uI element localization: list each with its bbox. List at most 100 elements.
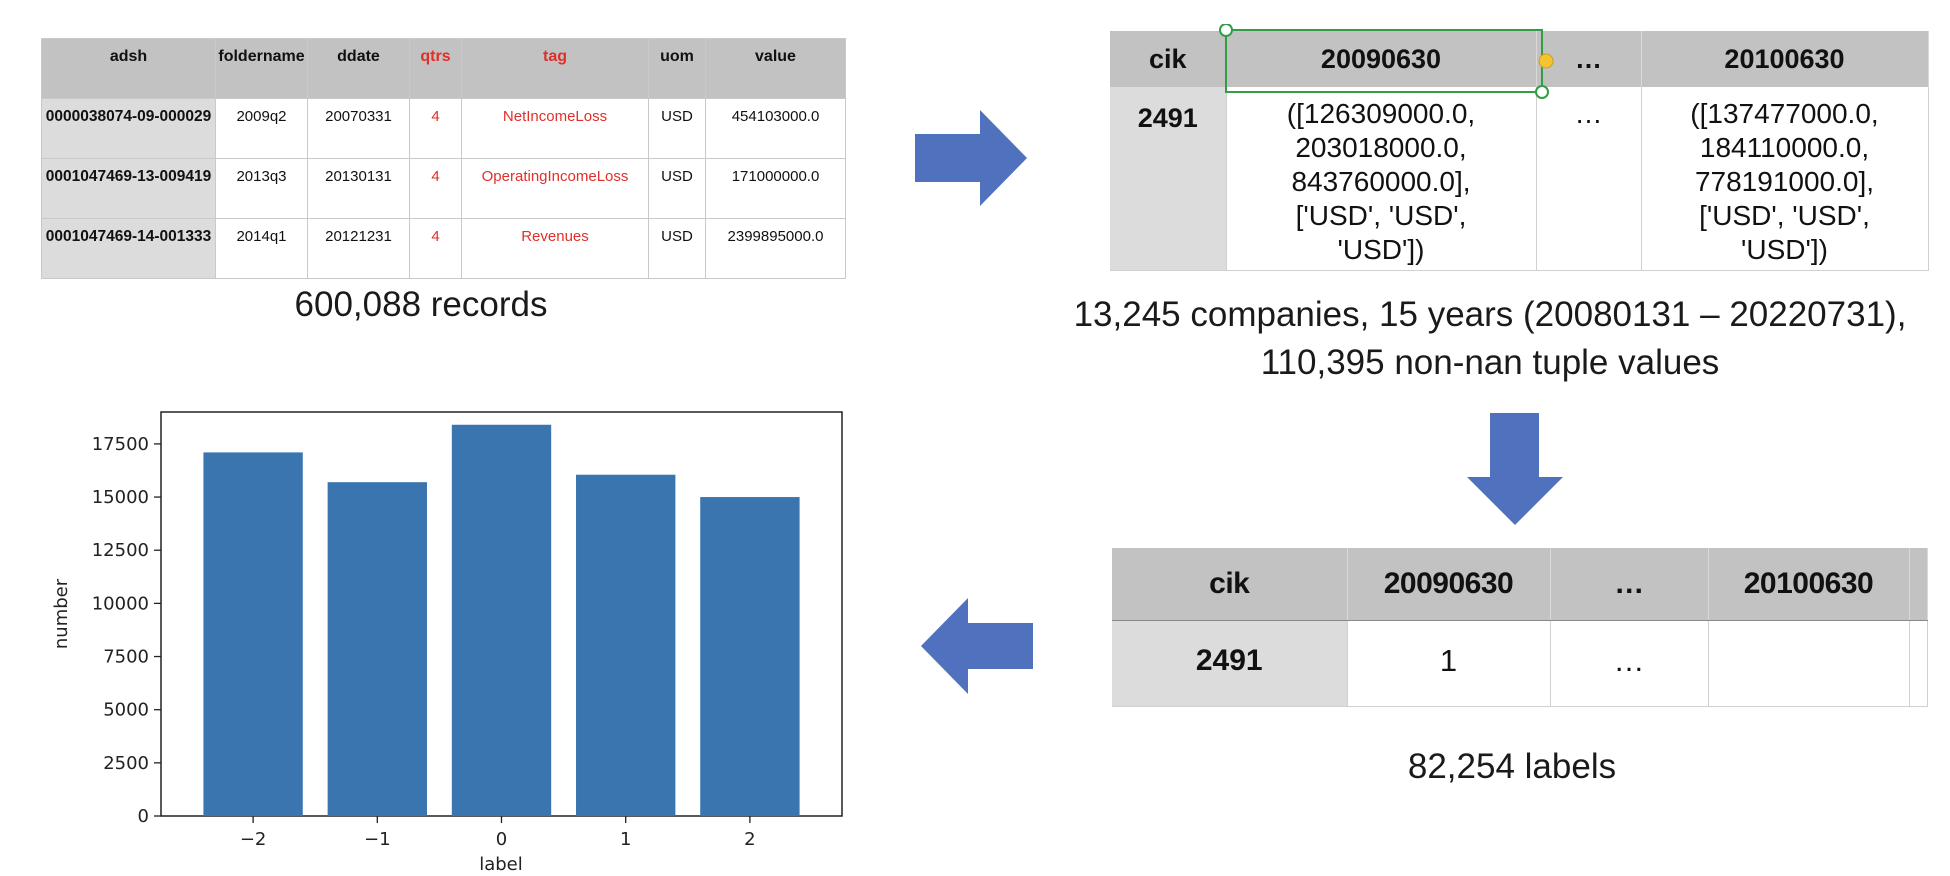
cell-tag: Revenues xyxy=(461,218,649,279)
col-header-cik: cik xyxy=(1110,31,1227,87)
selection-handle-bottom xyxy=(1535,85,1549,99)
arrow-down-icon xyxy=(1467,413,1563,525)
tuple-table-header-row: cik 20090630 … 20100630 xyxy=(1110,31,1929,87)
y-ticks-group: 0 2500 5000 7500 10000 12500 15000 17500 xyxy=(92,434,161,827)
y-tick-label: 10000 xyxy=(92,593,149,614)
col-header-adsh: adsh xyxy=(41,38,216,99)
selection-handle-right xyxy=(1538,53,1554,69)
y-tick-label: 2500 xyxy=(103,753,149,774)
tuple-line: 843760000.0], xyxy=(1291,166,1471,197)
cell-adsh: 0001047469-13-009419 xyxy=(41,158,216,219)
bar-0 xyxy=(203,452,303,816)
labels-table: cik 20090630 … 20100630 2491 1 … xyxy=(1112,548,1928,707)
cell-label-1: 1 xyxy=(1347,620,1551,707)
raw-records-caption: 600,088 records xyxy=(294,285,548,324)
cell-qtrs: 4 xyxy=(409,98,462,159)
cell-ddate: 20121231 xyxy=(307,218,410,279)
x-tick-label: 2 xyxy=(744,829,755,850)
cell-qtrs: 4 xyxy=(409,158,462,219)
cell-ellipsis: … xyxy=(1536,87,1642,271)
x-tick-label: 1 xyxy=(620,829,631,850)
tuple-caption-line-2: 110,395 non-nan tuple values xyxy=(1260,343,1720,382)
raw-table-header-row: adsh foldername ddate qtrs tag uom value xyxy=(41,38,846,99)
cell-foldername: 2009q2 xyxy=(215,98,308,159)
labels-caption: 82,254 labels xyxy=(1407,747,1617,786)
cell-label-2 xyxy=(1708,620,1910,707)
y-tick-label: 7500 xyxy=(103,647,149,668)
cell-adsh: 0001047469-14-001333 xyxy=(41,218,216,279)
col-header-uom: uom xyxy=(648,38,706,99)
cell-cik: 2491 xyxy=(1112,620,1348,707)
col-header-ellipsis: … xyxy=(1536,31,1642,87)
tuple-line: 203018000.0, xyxy=(1295,132,1467,163)
cell-value: 2399895000.0 xyxy=(705,218,846,279)
col-header-date-1: 20090630 xyxy=(1226,31,1537,87)
cell-ddate: 20130131 xyxy=(307,158,410,219)
tuple-line: ([137477000.0, xyxy=(1690,98,1879,129)
cell-selection-box[interactable] xyxy=(1218,24,1558,100)
tuple-table: cik 20090630 … 20100630 2491 ([126309000… xyxy=(1110,31,1929,271)
cell-qtrs: 4 xyxy=(409,218,462,279)
x-ticks-group: −2 −1 0 1 2 xyxy=(240,816,756,850)
table-row: 0000038074-09-000029 2009q2 20070331 4 N… xyxy=(41,98,846,159)
arrow-right-icon xyxy=(915,110,1027,206)
table-row: 0001047469-14-001333 2014q1 20121231 4 R… xyxy=(41,218,846,279)
cell-tuple-1: ([126309000.0, 203018000.0, 843760000.0]… xyxy=(1226,87,1537,271)
y-axis-label: number xyxy=(51,578,72,649)
col-header-cik: cik xyxy=(1112,548,1348,621)
cell-ddate: 20070331 xyxy=(307,98,410,159)
cell-value: 171000000.0 xyxy=(705,158,846,219)
col-header-extra xyxy=(1909,548,1928,621)
cell-uom: USD xyxy=(648,158,706,219)
tuple-line: 778191000.0], xyxy=(1694,166,1875,197)
cell-adsh: 0000038074-09-000029 xyxy=(41,98,216,159)
raw-records-table: adsh foldername ddate qtrs tag uom value… xyxy=(41,38,846,279)
selection-handle-top xyxy=(1219,24,1233,37)
tuple-line: 'USD']) xyxy=(1741,234,1828,265)
cell-ellipsis: … xyxy=(1550,620,1709,707)
cell-uom: USD xyxy=(648,98,706,159)
arrow-shape xyxy=(921,598,1033,694)
cell-tag: OperatingIncomeLoss xyxy=(461,158,649,219)
tuple-line: ['USD', 'USD', xyxy=(1699,200,1870,231)
bar-2 xyxy=(451,424,552,816)
labels-table-header-row: cik 20090630 … 20100630 xyxy=(1112,548,1928,621)
bar-3 xyxy=(576,474,676,816)
x-axis-label: label xyxy=(479,854,523,875)
table-row: 2491 ([126309000.0, 203018000.0, 8437600… xyxy=(1110,87,1929,271)
col-header-tag: tag xyxy=(461,38,649,99)
tuple-caption-line-1: 13,245 companies, 15 years (20080131 – 2… xyxy=(1073,295,1907,334)
arrow-left-icon xyxy=(921,598,1033,694)
y-tick-label: 5000 xyxy=(103,700,149,721)
cell-value: 454103000.0 xyxy=(705,98,846,159)
x-tick-label: −2 xyxy=(240,829,267,850)
col-header-date-1: 20090630 xyxy=(1347,548,1551,621)
x-tick-label: 0 xyxy=(496,829,507,850)
bars-group xyxy=(203,424,800,816)
cell-cik: 2491 xyxy=(1110,87,1227,271)
y-tick-label: 0 xyxy=(138,806,149,827)
col-header-ddate: ddate xyxy=(307,38,410,99)
table-row: 2491 1 … xyxy=(1112,620,1928,707)
cell-uom: USD xyxy=(648,218,706,279)
y-tick-label: 17500 xyxy=(92,434,149,455)
y-tick-label: 15000 xyxy=(92,487,149,508)
y-tick-label: 12500 xyxy=(92,540,149,561)
arrow-shape xyxy=(915,110,1027,206)
tuple-line: 'USD']) xyxy=(1337,234,1425,265)
col-header-value: value xyxy=(705,38,846,99)
cell-tag: NetIncomeLoss xyxy=(461,98,649,159)
tuple-line: ['USD', 'USD', xyxy=(1295,200,1467,231)
cell-extra xyxy=(1909,620,1928,707)
label-distribution-chart: 0 2500 5000 7500 10000 12500 15000 17500 −2 −1 0 1… xyxy=(51,411,843,875)
cell-foldername: 2014q1 xyxy=(215,218,308,279)
x-tick-label: −1 xyxy=(364,829,391,850)
arrow-shape xyxy=(1467,413,1563,525)
bar-1 xyxy=(327,482,427,816)
table-row: 0001047469-13-009419 2013q3 20130131 4 O… xyxy=(41,158,846,219)
bar-4 xyxy=(700,497,800,816)
cell-tuple-2: ([137477000.0, 184110000.0, 778191000.0]… xyxy=(1641,87,1929,271)
col-header-date-2: 20100630 xyxy=(1641,31,1929,87)
col-header-ellipsis: … xyxy=(1550,548,1709,621)
tuple-line: 184110000.0, xyxy=(1699,132,1870,163)
